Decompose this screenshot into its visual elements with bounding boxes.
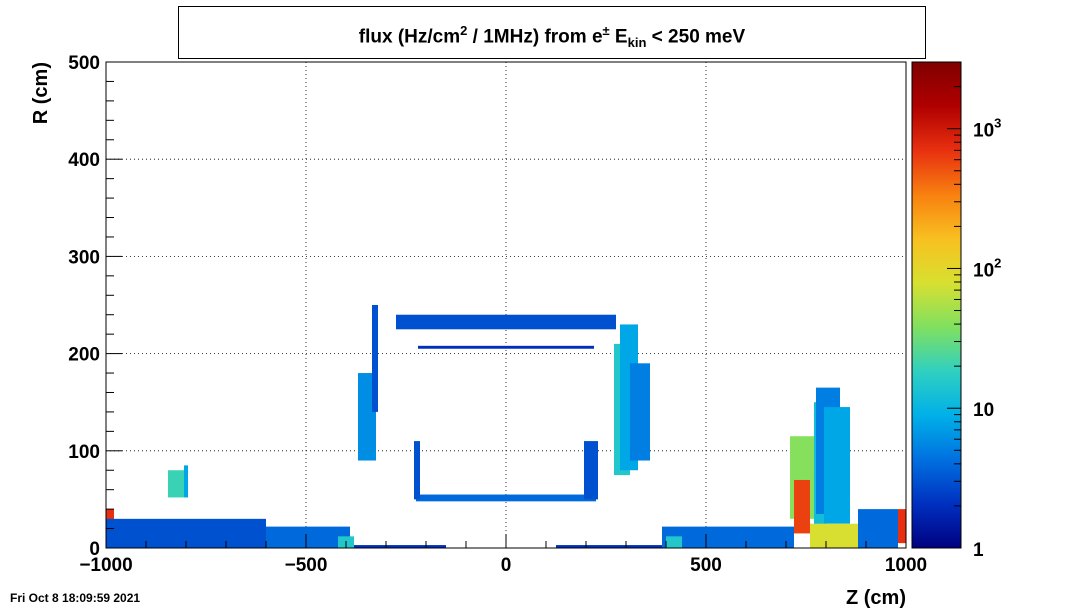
heatmap-cell xyxy=(418,345,594,349)
x-tick-label: −1000 xyxy=(79,555,132,576)
chart-title-box: flux (Hz/cm2 / 1MHz) from e± Ekin < 250 … xyxy=(178,6,926,59)
axes xyxy=(105,61,907,549)
y-tick-label: 0 xyxy=(89,539,100,560)
colorbar-tick-label: 10 xyxy=(973,400,994,421)
y-tick-label: 200 xyxy=(68,345,100,366)
x-tick-label: 0 xyxy=(501,555,512,576)
heatmap-cell xyxy=(396,314,616,330)
x-axis-title: Z (cm) xyxy=(846,587,906,609)
axis-labels: −1000 −500 0 500 1000 0 100 200 300 400 500 Z (cm) R… xyxy=(30,53,927,609)
heatmap-cell xyxy=(584,441,598,500)
heatmap-cell xyxy=(662,526,794,548)
heatmap-cell xyxy=(824,407,850,524)
heatmap-cell xyxy=(184,465,188,498)
x-tick-label: 500 xyxy=(690,555,722,576)
heatmap-cell xyxy=(556,545,662,548)
footer-timestamp: Fri Oct 8 18:09:59 2021 xyxy=(10,591,141,605)
x-tick-label: −500 xyxy=(285,555,328,576)
colorbar-tick-label: 102 xyxy=(973,255,1001,281)
y-axis-title: R (cm) xyxy=(30,62,52,124)
grid-lines xyxy=(106,62,906,548)
heatmap-cell xyxy=(666,536,682,548)
heatmap-cell xyxy=(266,526,350,548)
heatmap-cell xyxy=(858,509,898,548)
heatmap-cell xyxy=(414,441,420,500)
heatmap-cell xyxy=(810,523,858,548)
colorbar-tick-label: 1 xyxy=(973,540,984,561)
chart-title: flux (Hz/cm2 / 1MHz) from e± Ekin < 250 … xyxy=(358,23,746,51)
x-tick-label: 1000 xyxy=(885,555,927,576)
heatmap-cell xyxy=(354,545,446,548)
heatmap-cell xyxy=(898,509,906,544)
heatmap-cell xyxy=(630,363,650,461)
y-tick-label: 100 xyxy=(68,442,100,463)
heatmap-cells xyxy=(106,305,906,548)
heatmap-cell xyxy=(358,373,376,461)
heatmap-cell xyxy=(168,470,184,498)
heatmap-cell xyxy=(794,479,810,534)
colorbar-gradient xyxy=(911,61,962,549)
y-tick-label: 400 xyxy=(68,150,100,171)
colorbar-tick-label: 103 xyxy=(973,116,1001,142)
y-tick-label: 500 xyxy=(68,53,100,74)
colorbar: 1 10 102 103 xyxy=(911,61,1001,561)
y-tick-label: 300 xyxy=(68,247,100,268)
heatmap-cell xyxy=(372,305,378,412)
heatmap-cell xyxy=(416,494,596,502)
